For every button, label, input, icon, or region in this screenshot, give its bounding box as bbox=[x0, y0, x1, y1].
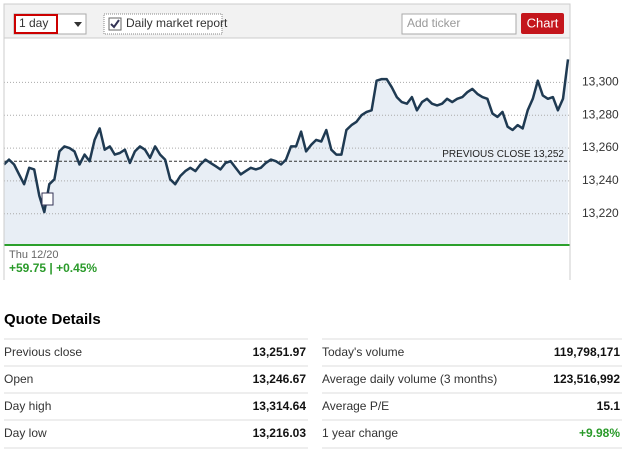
row-value: 123,516,992 bbox=[553, 372, 620, 386]
previous-close-label: PREVIOUS CLOSE 13,252 bbox=[442, 149, 564, 160]
y-tick-label: 13,220 bbox=[582, 206, 619, 220]
row-label: Previous close bbox=[4, 345, 82, 359]
ticker-placeholder: Add ticker bbox=[407, 16, 460, 30]
row-value: 119,798,171 bbox=[554, 345, 620, 359]
y-tick-label: 13,260 bbox=[582, 140, 619, 154]
row-label: Open bbox=[4, 372, 33, 386]
row-value: 13,314.64 bbox=[253, 399, 307, 413]
row-value: 13,251.97 bbox=[253, 345, 307, 359]
note-icon bbox=[41, 192, 54, 206]
checkbox-group bbox=[103, 13, 223, 35]
ticker-input[interactable] bbox=[401, 13, 517, 35]
row-label: 1 year change bbox=[322, 426, 398, 440]
checkbox-label: Daily market report bbox=[126, 16, 228, 30]
row-value: 15.1 bbox=[597, 399, 621, 413]
row-value: +9.98% bbox=[579, 426, 620, 440]
row-value: 13,216.03 bbox=[253, 426, 307, 440]
checkmark bbox=[110, 19, 120, 29]
chart-button[interactable] bbox=[521, 13, 564, 34]
row-value: 13,246.67 bbox=[253, 372, 307, 386]
change-label: +59.75 | +0.45% bbox=[9, 261, 97, 275]
range-focus bbox=[14, 14, 58, 34]
row-label: Day low bbox=[4, 426, 47, 440]
range-text: 1 day bbox=[19, 16, 48, 30]
row-label: Average daily volume (3 months) bbox=[322, 372, 497, 386]
price-line bbox=[3, 59, 570, 214]
row-label: Today's volume bbox=[322, 345, 405, 359]
y-tick-label: 13,240 bbox=[582, 173, 619, 187]
section-title: Quote Details bbox=[4, 311, 101, 328]
chart-button-text: Chart bbox=[527, 15, 559, 30]
y-tick-label: 13,280 bbox=[582, 107, 619, 121]
area bbox=[4, 59, 568, 246]
row-label: Day high bbox=[4, 399, 51, 413]
previous-close-bg bbox=[438, 148, 566, 161]
row-label: Average P/E bbox=[322, 399, 389, 413]
dropdown-arrow bbox=[74, 22, 82, 27]
date-label: Thu 12/20 bbox=[9, 249, 59, 261]
y-tick-label: 13,300 bbox=[582, 75, 619, 89]
